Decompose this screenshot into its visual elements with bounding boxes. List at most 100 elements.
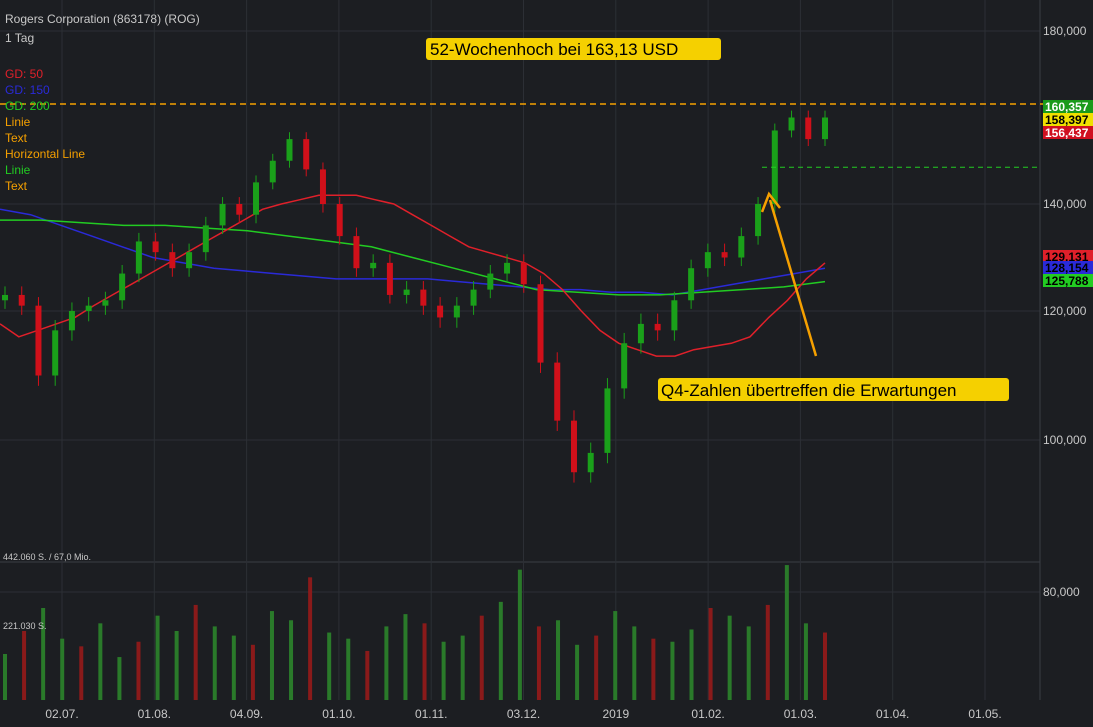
candle: [135, 232, 142, 283]
volume-bar: [746, 626, 751, 700]
x-tick-label: 01.08.: [138, 707, 171, 721]
candle: [119, 264, 126, 309]
volume-bar: [651, 638, 656, 700]
volume-bar: [269, 611, 274, 700]
candle: [604, 378, 611, 464]
candle: [102, 291, 109, 315]
volume-bar: [41, 608, 46, 700]
x-tick-label: 04.09.: [230, 707, 263, 721]
svg-text:158,397: 158,397: [1045, 113, 1089, 127]
annotation-high-box: [426, 38, 721, 60]
volume-bar: [193, 604, 198, 700]
volume-bar: [441, 641, 446, 700]
volume-bar: [632, 626, 637, 700]
volume-bar: [594, 635, 599, 700]
x-tick-label: 02.07.: [45, 707, 78, 721]
volume-bar: [79, 646, 84, 700]
legend-entry: GD: 200: [5, 99, 50, 113]
volume-bar: [422, 623, 427, 700]
volume-bar: [536, 626, 541, 700]
volume-bar: [708, 608, 713, 700]
chart-interval: 1 Tag: [5, 31, 34, 45]
y-tick-label: 120,000: [1043, 304, 1087, 318]
candle: [788, 110, 795, 138]
y-axis: 180,000 140,000 120,000 100,000 80,000: [1043, 24, 1087, 599]
candle: [637, 313, 644, 354]
volume-bar: [784, 565, 789, 700]
ma50-line: [0, 194, 826, 357]
candle: [671, 291, 678, 341]
candle: [319, 162, 326, 213]
volume-bar: [670, 641, 675, 700]
legend-entry: Linie: [5, 163, 31, 177]
candle: [286, 132, 293, 168]
volume-bar: [823, 632, 827, 700]
candle: [202, 216, 209, 261]
candle: [253, 175, 260, 224]
candle: [186, 243, 193, 277]
candle: [738, 227, 745, 267]
x-tick-label: 01.03.: [784, 707, 817, 721]
legend-entry: Horizontal Line: [5, 147, 85, 161]
candle: [219, 197, 226, 234]
legend-entry: GD: 150: [5, 83, 50, 97]
price-tag: 158,397: [1043, 113, 1093, 127]
volume-bar: [155, 615, 160, 700]
x-tick-label: 01.10.: [322, 707, 355, 721]
candle: [353, 227, 360, 277]
y-tick-label: 180,000: [1043, 24, 1087, 38]
candle: [453, 297, 460, 328]
volume-bar: [174, 631, 179, 700]
volume-bar: [22, 631, 27, 700]
x-tick-label: 01.11.: [415, 707, 447, 721]
x-tick-label: 01.02.: [691, 707, 724, 721]
candle: [587, 442, 594, 483]
volume-bar: [98, 623, 103, 700]
legend-entry: Text: [5, 179, 28, 193]
x-tick-label: 2019: [602, 707, 629, 721]
volume-bar: [308, 577, 313, 700]
volume-max-label: 442.060 S. / 67,0 Mio.: [3, 552, 91, 562]
candle: [35, 297, 42, 386]
annotation-high: 52-Wochenhoch bei 163,13 USD: [426, 38, 721, 60]
volume-bar: [765, 604, 770, 700]
volume-bar: [3, 654, 7, 700]
candle: [68, 302, 75, 341]
volume-bar: [403, 614, 408, 700]
ma200-line: [0, 219, 826, 296]
svg-text:128,154: 128,154: [1045, 261, 1089, 275]
x-tick-label: 01.04.: [876, 707, 909, 721]
candle: [420, 281, 427, 315]
price-tag: 156,437: [1043, 126, 1093, 140]
volume-bar: [517, 569, 522, 700]
x-tick-label: 03.12.: [507, 707, 540, 721]
volume-bar: [365, 650, 370, 700]
volume-bars: [3, 565, 827, 700]
volume-bar: [613, 611, 618, 700]
candle: [487, 264, 494, 299]
volume-bar: [250, 644, 255, 700]
candle: [18, 286, 25, 315]
candle: [755, 197, 762, 245]
y-tick-label: 140,000: [1043, 197, 1087, 211]
volume-bar: [575, 644, 580, 700]
candle: [470, 281, 477, 315]
volume-bar: [556, 620, 561, 700]
candle: [403, 281, 410, 304]
candle: [269, 153, 276, 190]
horizontal-lines: [0, 103, 1092, 168]
price-tag: 129,131: [1043, 250, 1093, 264]
candle: [654, 313, 661, 341]
svg-text:125,788: 125,788: [1045, 274, 1089, 288]
candle: [621, 332, 628, 399]
volume-bar: [460, 635, 465, 700]
candle: [336, 197, 343, 245]
candle: [370, 254, 377, 277]
annotation-arrow: [760, 191, 818, 357]
x-axis: 02.07. 01.08. 04.09. 01.10. 01.11. 03.12. 2019…: [45, 707, 1001, 721]
indicator-legend: GD: 50 GD: 150 GD: 200 Linie Text Horizontal …: [5, 67, 85, 193]
volume-bar: [136, 641, 141, 700]
volume-mid-label: 221.030 S.: [3, 621, 47, 631]
